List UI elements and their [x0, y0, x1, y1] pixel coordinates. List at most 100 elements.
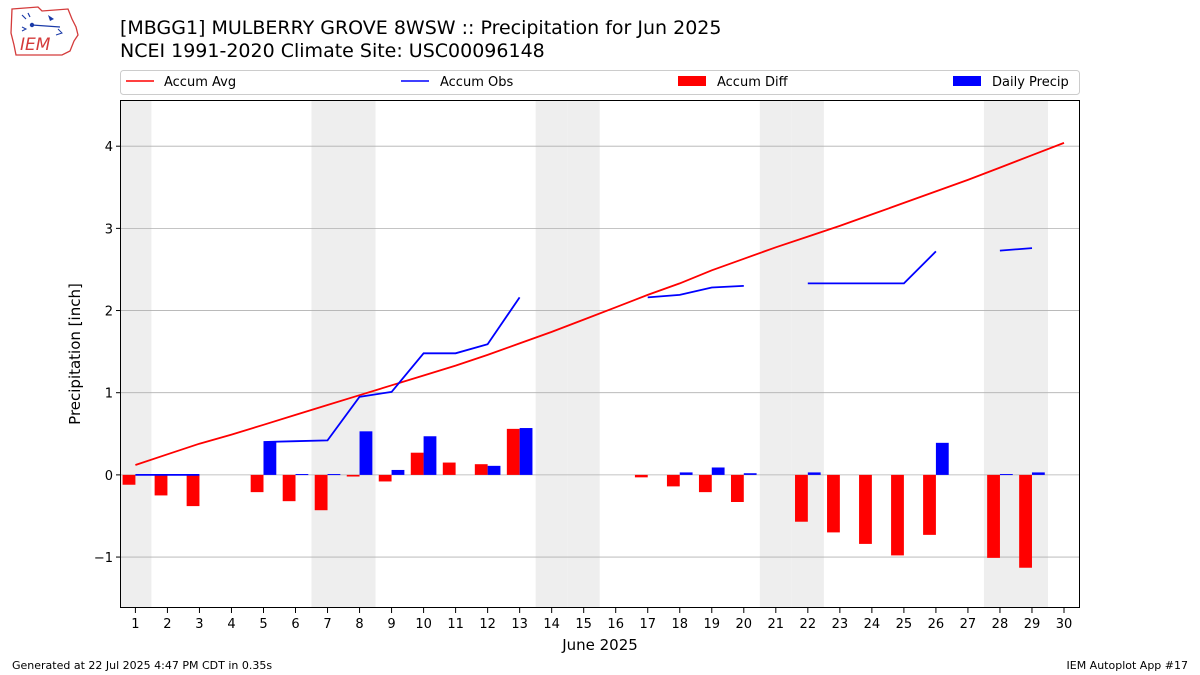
grid-lines [121, 145, 1080, 558]
x-axis-label: June 2025 [561, 636, 638, 654]
chart-subtitle: NCEI 1991-2020 Climate Site: USC00096148 [120, 40, 545, 62]
weekend-band-1 [121, 101, 152, 608]
footer-generated-text: Generated at 22 Jul 2025 4:47 PM CDT in … [12, 659, 273, 672]
daily-precip-bar-9 [391, 469, 405, 475]
accum-diff-bar-3 [186, 474, 200, 507]
weekend-band-14 [535, 101, 568, 608]
y-tick-label: −1 [94, 551, 113, 566]
x-tick-label: 23 [832, 617, 849, 632]
x-tick-label: 29 [1024, 617, 1041, 632]
x-tick-label: 14 [543, 617, 560, 632]
y-tick-label: 3 [105, 222, 113, 237]
daily-precip-bar-19 [711, 467, 725, 475]
daily-precip-bar-20 [743, 473, 757, 475]
accum-diff-bar-28 [987, 474, 1000, 558]
accum-diff-bar-26 [923, 474, 936, 535]
x-tick-label: 1 [131, 617, 139, 632]
accum-diff-bar-5 [250, 474, 264, 493]
x-tick-label: 26 [928, 617, 945, 632]
accum-diff-bar-24 [859, 474, 872, 544]
daily-precip-bar-7 [327, 474, 341, 476]
x-tick-label: 8 [355, 617, 363, 632]
weekend-band-7 [311, 101, 344, 608]
accum-diff-bar-20 [730, 474, 744, 502]
x-tick-label: 9 [387, 617, 395, 632]
x-tick-label: 18 [671, 617, 688, 632]
weekend-band-8 [343, 101, 376, 608]
accum-obs-line-segment-2 [647, 285, 744, 299]
footer-app-text: IEM Autoplot App #17 [1066, 659, 1189, 672]
y-axis: −1 0 1 2 3 4 [94, 140, 121, 566]
plot-frame [120, 100, 1080, 608]
x-tick-label: 22 [800, 617, 817, 632]
y-tick-label: 4 [105, 140, 113, 155]
daily-precip-bar-18 [679, 472, 693, 475]
x-tick-label: 24 [864, 617, 881, 632]
accum-obs-line-segment-3 [807, 250, 937, 285]
x-tick-label: 17 [639, 617, 656, 632]
x-tick-label: 21 [768, 617, 785, 632]
daily-precip-bar-29 [1031, 472, 1045, 475]
svg-text:IEM: IEM [20, 35, 51, 55]
y-axis-label: Precipitation [inch] [66, 283, 84, 425]
accum-diff-bar-17 [634, 474, 648, 478]
legend-swatch-accum-diff [678, 76, 706, 86]
accum-diff-bar-19 [698, 474, 712, 493]
accum-avg-line-segment-0 [135, 142, 1065, 466]
accum-diff-bar-22 [795, 474, 808, 522]
x-tick-label: 12 [479, 617, 496, 632]
legend-label-accum-diff: Accum Diff [717, 75, 789, 90]
x-tick-label: 10 [415, 617, 432, 632]
legend: Accum Avg Accum Obs Accum Diff Daily Pre… [120, 70, 1080, 95]
accum-diff-bar-18 [666, 474, 680, 487]
accum-diff-bar-23 [827, 474, 840, 533]
x-tick-label: 3 [195, 617, 203, 632]
x-tick-label: 6 [291, 617, 299, 632]
accum-diff-bar-8 [346, 474, 360, 477]
legend-swatch-daily-precip [953, 76, 981, 86]
y-tick-label: 1 [105, 387, 113, 402]
legend-label-accum-avg: Accum Avg [164, 75, 236, 90]
accum-diff-bar-12 [474, 464, 488, 475]
accum-diff-bar-6 [282, 474, 296, 502]
weekend-bands [121, 101, 1048, 608]
iem-logo: IEM [10, 6, 79, 56]
accum-diff-bar-11 [442, 462, 456, 475]
legend-label-daily-precip: Daily Precip [992, 75, 1069, 90]
x-axis: 1 2 3 4 5 6 7 8 9 10 11 12 13 14 15 16 17 18 19 20 21 22 23 24 2… [131, 608, 1072, 632]
accum-diff-bar-13 [506, 428, 520, 475]
x-tick-label: 13 [511, 617, 528, 632]
chart-title: [MBGG1] MULBERRY GROVE 8WSW :: Precipita… [120, 17, 722, 39]
lines [135, 142, 1065, 476]
accum-diff-bar-2 [154, 474, 168, 496]
accum-diff-bar-25 [891, 474, 904, 556]
y-tick-label: 2 [105, 305, 113, 320]
x-tick-label: 25 [896, 617, 913, 632]
legend-label-accum-obs: Accum Obs [440, 75, 513, 90]
weekend-band-22 [791, 101, 824, 608]
accum-diff-bar-10 [410, 452, 424, 475]
x-tick-label: 20 [736, 617, 753, 632]
daily-precip-bar-10 [423, 436, 437, 475]
x-tick-label: 2 [163, 617, 171, 632]
x-tick-label: 15 [575, 617, 592, 632]
x-tick-label: 28 [992, 617, 1009, 632]
x-tick-label: 5 [259, 617, 267, 632]
daily-precip-bar-28 [999, 474, 1013, 476]
daily-precip-bar-5 [263, 442, 277, 475]
weekend-band-15 [567, 101, 600, 608]
x-tick-label: 30 [1056, 617, 1073, 632]
daily-precip-bar-6 [295, 474, 309, 476]
legend-frame [120, 70, 1080, 95]
accum-obs-line-segment-4 [999, 247, 1033, 252]
daily-precip-bar-26 [935, 442, 949, 475]
x-tick-label: 19 [703, 617, 720, 632]
x-tick-label: 4 [227, 617, 235, 632]
accum-diff-bar-1 [122, 474, 136, 485]
bars [122, 428, 1045, 568]
daily-precip-bar-12 [487, 465, 501, 475]
x-tick-label: 27 [960, 617, 977, 632]
x-tick-label: 11 [447, 617, 464, 632]
x-tick-label: 16 [607, 617, 624, 632]
